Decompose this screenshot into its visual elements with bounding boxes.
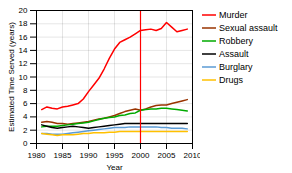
svg-text:1980: 1980: [28, 151, 46, 160]
svg-text:10: 10: [19, 73, 28, 82]
svg-text:2005: 2005: [158, 151, 176, 160]
html-text:Sexual assault: Sexual assault: [219, 23, 278, 33]
svg-text:6: 6: [23, 99, 28, 108]
svg-text:1985: 1985: [54, 151, 72, 160]
svg-text:4: 4: [23, 112, 28, 121]
svg-text:Year: Year: [106, 163, 123, 172]
svg-text:1990: 1990: [80, 151, 98, 160]
svg-text:8: 8: [23, 86, 28, 95]
svg-text:12: 12: [19, 59, 28, 68]
svg-text:20: 20: [19, 6, 28, 15]
svg-text:14: 14: [19, 46, 28, 55]
svg-text:0: 0: [23, 139, 28, 148]
svg-text:18: 18: [19, 19, 28, 28]
svg-text:2010: 2010: [184, 151, 200, 160]
svg-text:2000: 2000: [132, 151, 150, 160]
html-text:Robbery: Robbery: [219, 36, 253, 46]
svg-text:1995: 1995: [106, 151, 124, 160]
html-text:Murder: Murder: [219, 10, 248, 20]
svg-text:16: 16: [19, 33, 28, 42]
html-text:Drugs: Drugs: [219, 75, 243, 85]
html-text:Burglary: Burglary: [219, 62, 253, 72]
svg-text:Estimated Time Served (years): Estimated Time Served (years): [7, 22, 16, 132]
html-text:Assault: Assault: [219, 49, 249, 59]
svg-text:2: 2: [23, 126, 28, 135]
